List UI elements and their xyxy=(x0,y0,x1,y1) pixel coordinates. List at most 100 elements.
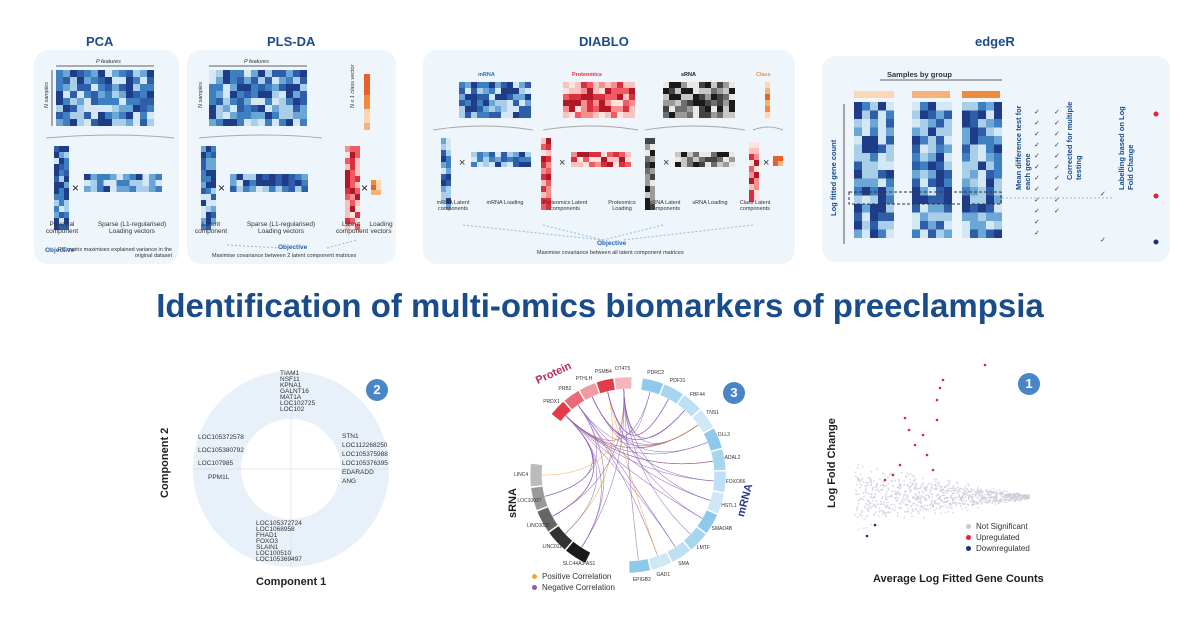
heatmap-cell xyxy=(650,204,655,210)
heatmap-cell xyxy=(301,180,308,186)
heatmap-cell xyxy=(928,212,936,221)
heatmap-cell xyxy=(54,200,59,206)
heatmap-cell xyxy=(994,136,1002,145)
heatmap-cell xyxy=(441,186,446,192)
heatmap-cell xyxy=(84,105,91,112)
heatmap-cell xyxy=(619,152,625,157)
heatmap-cell xyxy=(477,162,483,167)
heatmap-cell xyxy=(483,106,489,112)
heatmap-cell xyxy=(546,186,551,192)
heatmap-cell xyxy=(650,186,655,192)
heatmap-cell xyxy=(912,221,920,230)
heatmap-cell xyxy=(265,105,272,112)
point-not-significant xyxy=(938,481,940,484)
heatmap-cell xyxy=(765,94,770,100)
heatmap-cell xyxy=(59,176,64,182)
heatmap-cell xyxy=(459,82,465,88)
heatmap-cell xyxy=(230,174,237,180)
heatmap-cell xyxy=(749,160,754,166)
heatmap-cell xyxy=(140,70,147,77)
heatmap-cell xyxy=(699,152,705,157)
heatmap-cell xyxy=(364,88,370,95)
heatmap-cell xyxy=(495,106,501,112)
heatmap-cell xyxy=(244,98,251,105)
heatmap-cell xyxy=(546,198,551,204)
heatmap-cell xyxy=(978,212,986,221)
point-not-significant xyxy=(1007,499,1010,502)
srna-block xyxy=(663,82,735,118)
point-not-significant xyxy=(969,500,972,503)
heatmap-cell xyxy=(275,174,282,180)
heatmap-cell xyxy=(912,110,920,119)
heatmap-cell xyxy=(878,204,886,213)
point-not-significant xyxy=(894,490,897,493)
point-not-significant xyxy=(879,478,881,480)
circos-gene-label: PRB2 xyxy=(558,385,572,392)
heatmap-cell xyxy=(878,170,886,179)
point-not-significant xyxy=(913,480,916,483)
heatmap-cell xyxy=(350,182,355,188)
point-not-significant xyxy=(1003,489,1006,492)
point-not-significant xyxy=(954,496,957,499)
heatmap-cell xyxy=(265,77,272,84)
heatmap-cell xyxy=(994,170,1002,179)
heatmap-cell xyxy=(970,102,978,111)
heatmap-cell xyxy=(211,164,216,170)
point-not-significant xyxy=(871,486,874,489)
point-not-significant xyxy=(936,482,939,484)
heatmap-cell xyxy=(669,94,675,100)
point-not-significant xyxy=(875,500,878,502)
selected-gene xyxy=(848,191,1002,205)
point-not-significant xyxy=(868,506,871,509)
heatmap-cell xyxy=(928,195,936,204)
heatmap-cell xyxy=(265,70,272,77)
heatmap-cell xyxy=(446,198,451,204)
heatmap-cell xyxy=(441,192,446,198)
point-not-significant xyxy=(917,495,920,497)
heatmap-cell xyxy=(681,82,687,88)
heatmap-cell xyxy=(928,127,936,136)
heatmap-cell xyxy=(59,152,64,158)
heatmap-cell xyxy=(237,70,244,77)
heatmap-cell xyxy=(364,109,370,116)
heatmap-cell xyxy=(209,98,216,105)
mrna-sector xyxy=(648,551,673,571)
point-not-significant xyxy=(871,505,873,508)
heatmap-cell xyxy=(970,127,978,136)
heatmap-cell xyxy=(978,153,986,162)
point-not-significant xyxy=(952,496,955,499)
point-not-significant xyxy=(887,496,890,498)
point-not-significant xyxy=(977,496,980,499)
point-not-significant xyxy=(935,495,938,497)
heatmap-cell xyxy=(350,200,355,206)
pca-title: PCA xyxy=(86,34,114,49)
legend-positive: Positive Correlation xyxy=(532,571,615,582)
heatmap-cell xyxy=(119,119,126,126)
pca-objective-text: PC matrix maximises explained variance i… xyxy=(57,247,172,259)
heatmap-cell xyxy=(886,229,894,238)
point-not-significant xyxy=(882,501,885,504)
correlation-link xyxy=(591,396,685,440)
heatmap-cell xyxy=(355,170,360,176)
heatmap-cell xyxy=(541,150,546,156)
heatmap-cell xyxy=(345,212,350,218)
heatmap-cell xyxy=(495,152,501,157)
heatmap-cell xyxy=(617,82,623,88)
heatmap-cell xyxy=(279,70,286,77)
heatmap-cell xyxy=(269,174,276,180)
point-not-significant xyxy=(906,494,908,497)
heatmap-cell xyxy=(970,187,978,196)
plsda-loading-matrix xyxy=(230,174,308,192)
point-not-significant xyxy=(966,488,968,491)
point-not-significant xyxy=(1006,490,1008,493)
heatmap-cell xyxy=(854,204,862,213)
heatmap-cell xyxy=(258,98,265,105)
heatmap-cell xyxy=(878,221,886,230)
heatmap-cell xyxy=(59,206,64,212)
heatmap-cell xyxy=(105,119,112,126)
heatmap-cell xyxy=(223,77,230,84)
point-not-significant xyxy=(926,485,929,488)
plsda-title: PLS-DA xyxy=(267,34,316,49)
heatmap-cell xyxy=(599,94,605,100)
heatmap-cell xyxy=(279,112,286,119)
